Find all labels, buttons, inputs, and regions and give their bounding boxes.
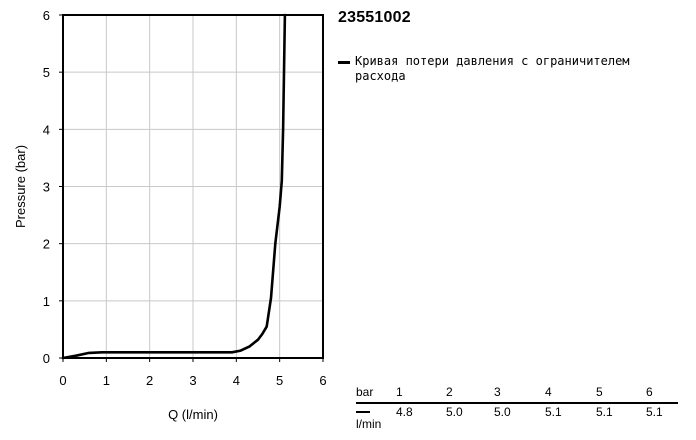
table-flow-value: 5.1 [545, 405, 562, 419]
x-tick-label: 0 [59, 373, 66, 388]
legend-swatch [338, 61, 350, 64]
y-tick-label: 6 [43, 8, 50, 23]
x-tick-label: 2 [146, 373, 153, 388]
table-rule [356, 402, 678, 404]
table-swatch [356, 411, 370, 413]
series-layer [61, 13, 287, 360]
y-tick-label: 5 [43, 65, 50, 80]
table-pressure-value: 5 [596, 385, 603, 399]
y-tick-label: 4 [43, 122, 50, 137]
grid [63, 15, 323, 358]
table-flow-value: 4.8 [396, 405, 413, 419]
x-axis-label: Q (l/min) [168, 407, 218, 422]
x-tick-label: 6 [319, 373, 326, 388]
table-pressure-value: 3 [494, 385, 501, 399]
table-flow-value: 5.0 [494, 405, 511, 419]
table-flow-value: 5.1 [596, 405, 613, 419]
x-tick-label: 4 [233, 373, 240, 388]
x-tick-label: 3 [189, 373, 196, 388]
chart-title: 23551002 [338, 9, 411, 26]
table-flow-value: 5.1 [646, 405, 663, 419]
y-axis-label: Pressure (bar) [13, 145, 28, 228]
table-flow-unit: l/min [356, 417, 382, 431]
series-line [61, 13, 287, 360]
y-tick-label: 3 [43, 180, 50, 195]
y-tick-label: 2 [43, 237, 50, 252]
legend-entry: Кривая потери давления с ограничителем р… [355, 54, 637, 83]
x-tick-label: 1 [103, 373, 110, 388]
table-pressure-unit: bar [356, 385, 374, 399]
table-pressure-value: 6 [646, 385, 653, 399]
table-pressure-value: 4 [545, 385, 552, 399]
table-pressure-value: 2 [446, 385, 453, 399]
y-tick-label: 1 [43, 294, 50, 309]
table-flow-value: 5.0 [446, 405, 463, 419]
y-tick-label: 0 [43, 351, 50, 366]
flow-table: bar l/min 1 4.8 2 5.0 3 5.0 4 5.1 5 5.1 6 5.1 [356, 384, 686, 436]
x-tick-label: 5 [276, 373, 283, 388]
axis-ticks: 0 1 2 3 4 5 6 0 1 2 3 4 5 6 [43, 8, 327, 388]
table-pressure-value: 1 [396, 385, 403, 399]
